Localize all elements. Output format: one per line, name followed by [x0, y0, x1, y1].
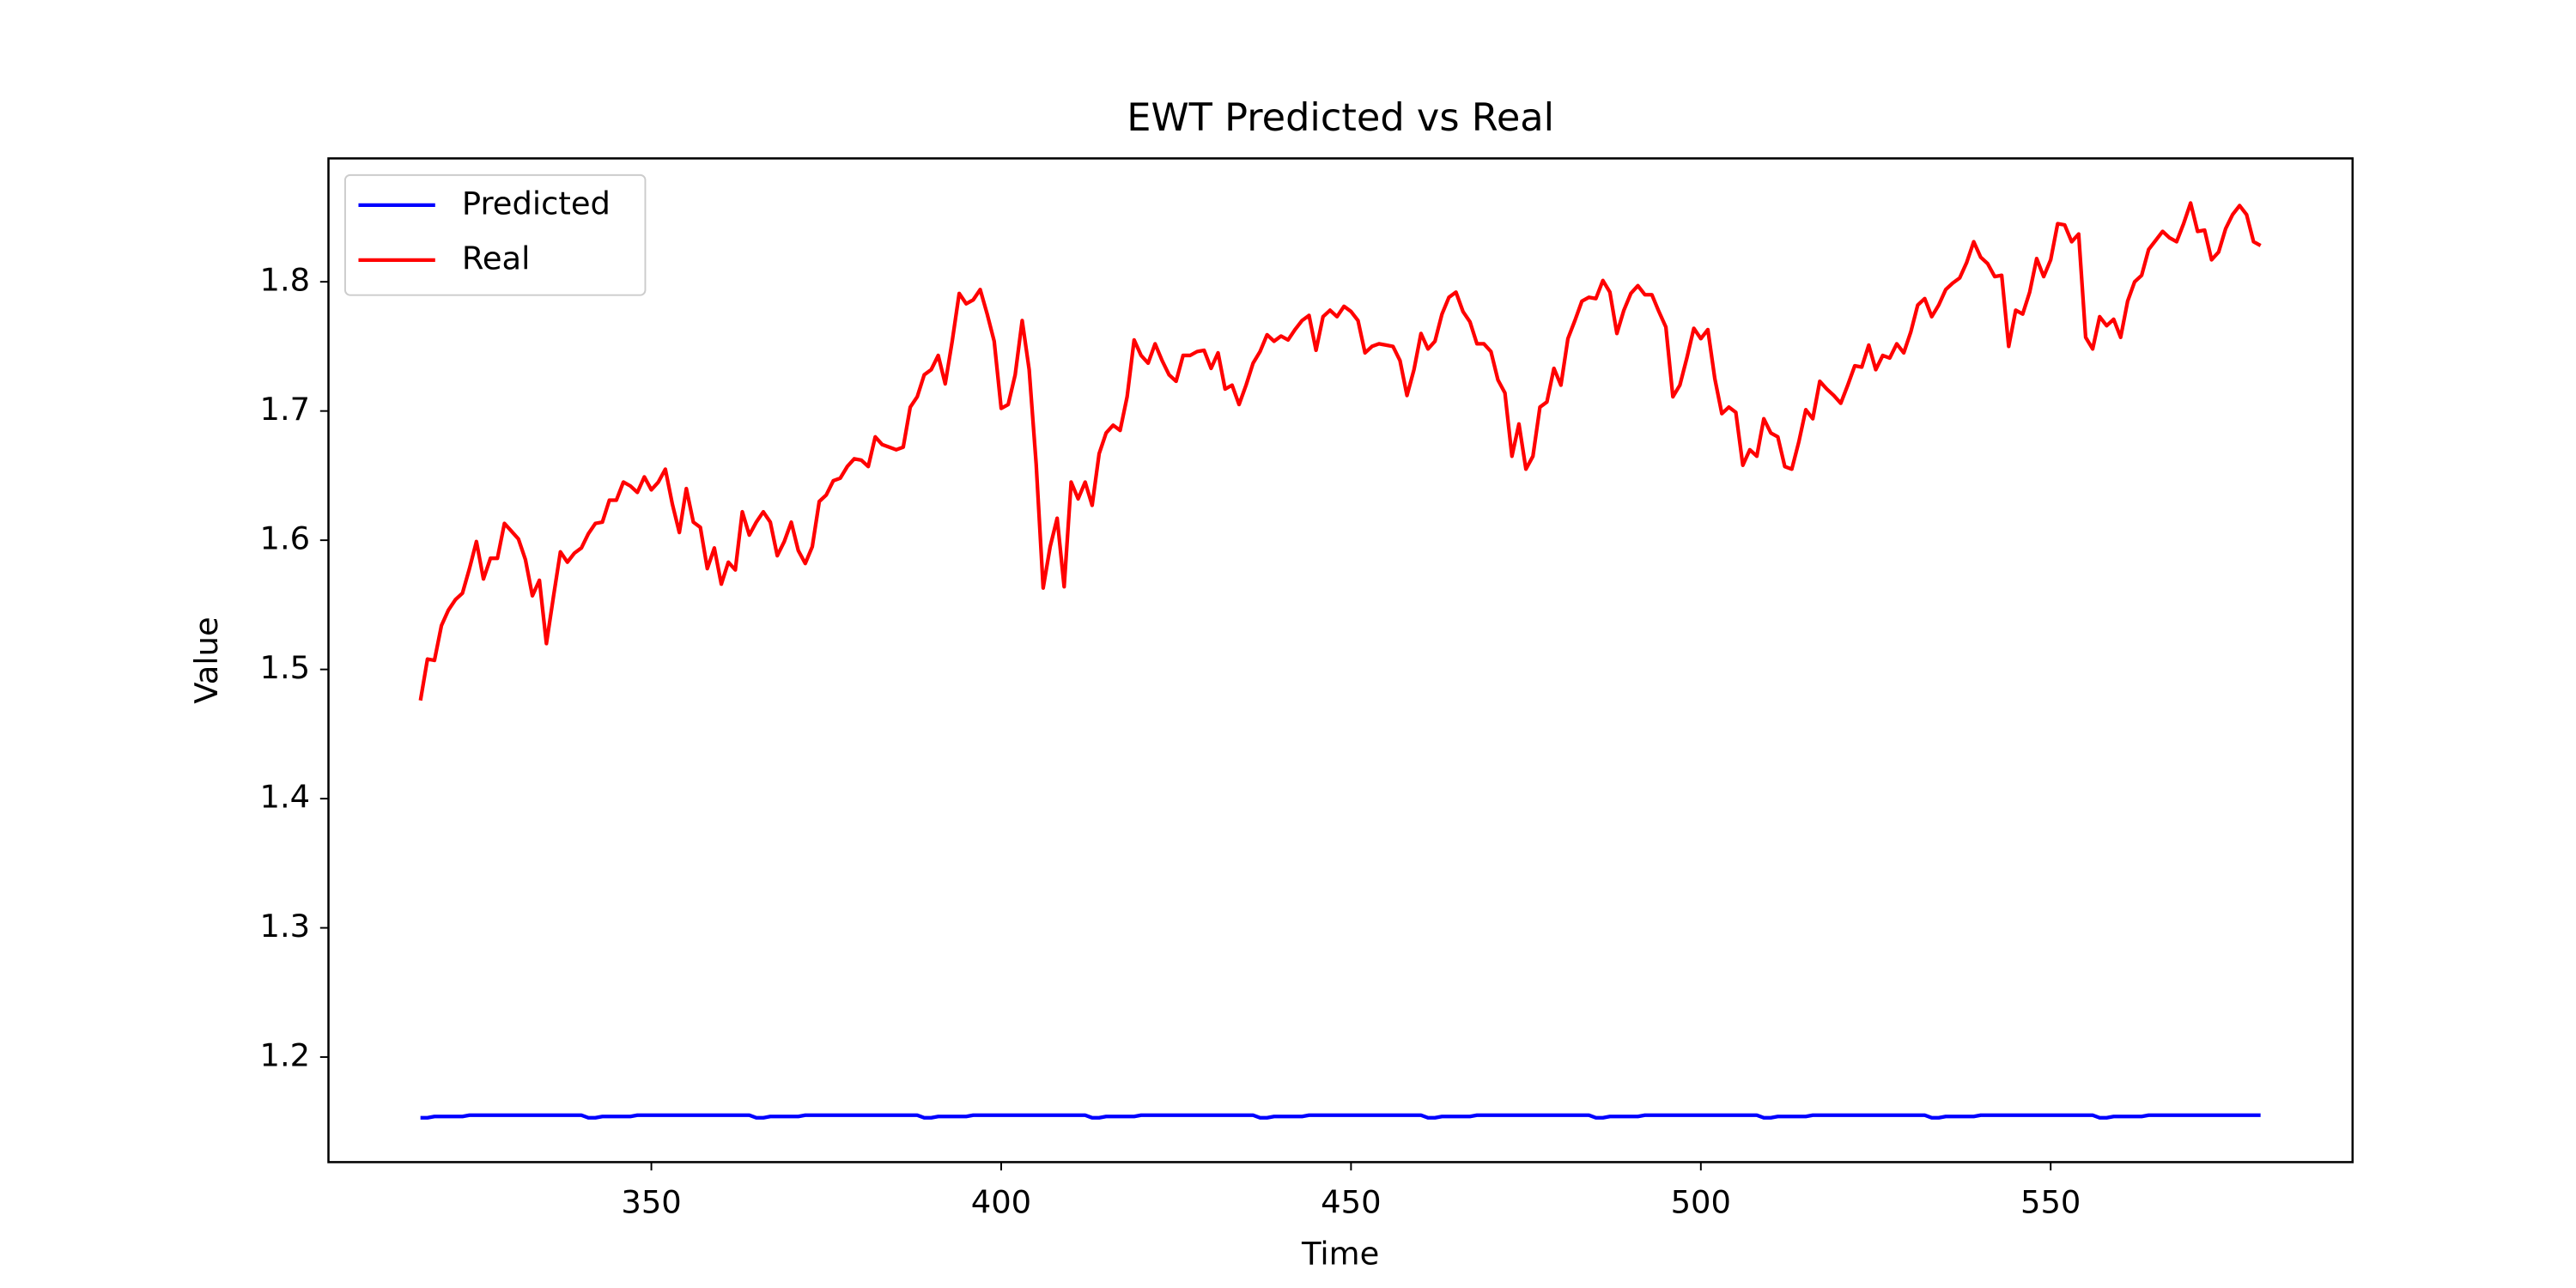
- x-axis-label: Time: [1301, 1236, 1379, 1273]
- y-tick-label: 1.2: [260, 1037, 311, 1074]
- x-tick-label: 400: [971, 1183, 1031, 1220]
- x-tick-label: 550: [2020, 1183, 2081, 1220]
- line-series: [420, 1113, 2261, 1120]
- x-tick-label: 450: [1321, 1183, 1381, 1220]
- y-tick-label: 1.6: [260, 520, 311, 557]
- x-tick-label: 350: [621, 1183, 681, 1220]
- plot-frame: [327, 157, 2354, 1163]
- y-tick-label: 1.7: [260, 391, 311, 428]
- legend: Predicted Real: [343, 173, 647, 296]
- legend-label: Real: [462, 240, 531, 276]
- y-tick-label: 1.3: [260, 908, 311, 945]
- chart-title: EWT Predicted vs Real: [1127, 95, 1554, 140]
- line-series: [418, 201, 2262, 702]
- y-tick-label: 1.5: [260, 649, 311, 686]
- y-tick-label: 1.4: [260, 779, 311, 816]
- y-axis-label: Value: [188, 617, 225, 703]
- legend-label: Predicted: [462, 185, 611, 222]
- y-tick-label: 1.8: [260, 262, 311, 299]
- x-tick-label: 500: [1671, 1183, 1731, 1220]
